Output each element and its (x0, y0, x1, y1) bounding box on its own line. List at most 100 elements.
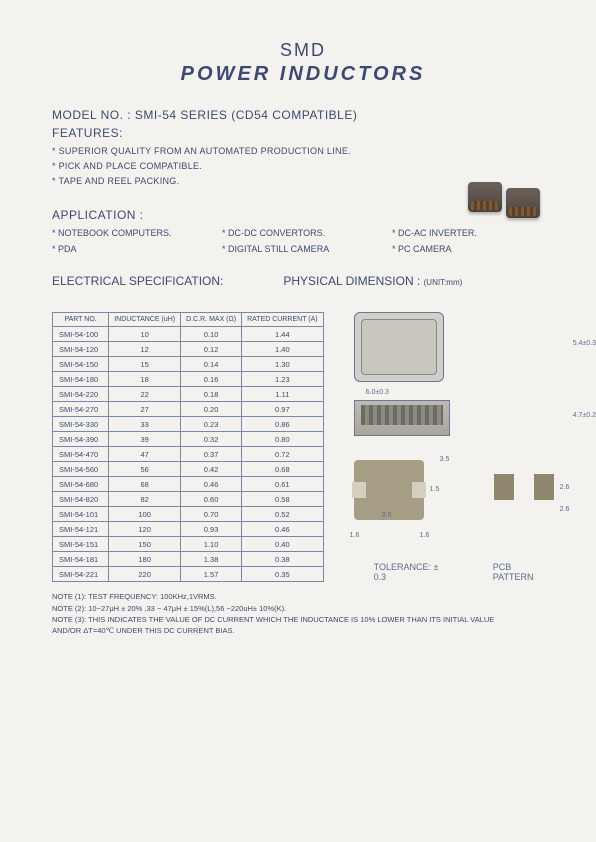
side-view-shape (354, 400, 450, 436)
table-cell: 10 (109, 327, 181, 342)
physical-dim-label: PHYSICAL DIMENSION : (UNIT:mm) (283, 274, 462, 288)
table-row: SMI-54-1011000.700.52 (53, 507, 324, 522)
table-cell: 0.42 (181, 462, 242, 477)
table-cell: 0.37 (181, 447, 242, 462)
table-cell: SMI-54-680 (53, 477, 109, 492)
table-cell: 1.40 (242, 342, 324, 357)
th-inductance: INDUCTANCE (uH) (109, 313, 181, 327)
note-line: NOTE (1): TEST FREQUENCY: 100KHz,1VRMS. (52, 592, 554, 602)
table-cell: 33 (109, 417, 181, 432)
table-cell: 0.32 (181, 432, 242, 447)
table-cell: 12 (109, 342, 181, 357)
dim-lead-l: 1.6 (350, 532, 360, 539)
spec-table: PART NO. INDUCTANCE (uH) D.C.R. MAX (Ω) … (52, 312, 324, 582)
table-cell: 0.60 (181, 492, 242, 507)
model-no-label: MODEL NO. : SMI-54 SERIES (CD54 COMPATIB… (52, 108, 554, 122)
table-cell: 0.40 (242, 537, 324, 552)
table-cell: 1.10 (181, 537, 242, 552)
dim-pad-l: 3.0 (382, 512, 392, 519)
table-row: SMI-54-270270.200.97 (53, 402, 324, 417)
table-row: SMI-54-2212201.570.35 (53, 567, 324, 582)
table-cell: 68 (109, 477, 181, 492)
table-cell: SMI-54-820 (53, 492, 109, 507)
th-current: RATED CURRENT (A) (242, 313, 324, 327)
footprint-body (354, 460, 424, 520)
table-cell: 0.72 (242, 447, 324, 462)
phys-dim-text: PHYSICAL DIMENSION : (283, 274, 420, 288)
dim-height: 5.4±0.3 (573, 340, 596, 347)
application-item: * DC-DC CONVERTORS. (222, 228, 392, 238)
table-cell: SMI-54-180 (53, 372, 109, 387)
table-row: SMI-54-120120.121.40 (53, 342, 324, 357)
table-row: SMI-54-390390.320.80 (53, 432, 324, 447)
top-view-diagram: 5.4±0.3 6.0±0.3 (344, 312, 554, 382)
table-cell: 180 (109, 552, 181, 567)
coil-pattern (361, 405, 443, 425)
table-cell: 0.20 (181, 402, 242, 417)
table-row: SMI-54-1511501.100.40 (53, 537, 324, 552)
table-cell: 0.68 (242, 462, 324, 477)
phys-dim-unit: (UNIT:mm) (424, 278, 463, 287)
table-cell: 100 (109, 507, 181, 522)
table-row: SMI-54-150150.141.30 (53, 357, 324, 372)
table-cell: SMI-54-330 (53, 417, 109, 432)
table-cell: SMI-54-101 (53, 507, 109, 522)
table-cell: SMI-54-181 (53, 552, 109, 567)
table-cell: SMI-54-470 (53, 447, 109, 462)
application-item: * DIGITAL STILL CAMERA (222, 244, 392, 254)
table-cell: 47 (109, 447, 181, 462)
table-cell: 0.12 (181, 342, 242, 357)
table-cell: 0.38 (242, 552, 324, 567)
footprint-diagram: 3.5 1.5 3.0 1.6 1.6 2.6 2.6 (344, 454, 554, 544)
table-cell: SMI-54-221 (53, 567, 109, 582)
tolerance-row: TOLERANCE: ± 0.3 PCB PATTERN (374, 562, 554, 582)
feature-item: * PICK AND PLACE COMPATIBLE. (52, 161, 554, 171)
table-cell: SMI-54-220 (53, 387, 109, 402)
table-cell: SMI-54-151 (53, 537, 109, 552)
page-title-line1: SMD (52, 40, 554, 61)
table-cell: 0.23 (181, 417, 242, 432)
dim-width: 6.0±0.3 (366, 389, 389, 396)
side-view-diagram: 4.7±0.2 (344, 400, 554, 436)
dim-thickness: 4.7±0.2 (573, 412, 596, 419)
table-cell: 1.57 (181, 567, 242, 582)
table-cell: 0.70 (181, 507, 242, 522)
table-cell: 18 (109, 372, 181, 387)
table-row: SMI-54-220220.181.11 (53, 387, 324, 402)
table-cell: 0.86 (242, 417, 324, 432)
application-item: * PC CAMERA (392, 244, 522, 254)
table-cell: SMI-54-270 (53, 402, 109, 417)
table-cell: 1.23 (242, 372, 324, 387)
table-cell: 27 (109, 402, 181, 417)
table-cell: 82 (109, 492, 181, 507)
spec-header-row: ELECTRICAL SPECIFICATION: PHYSICAL DIMEN… (52, 274, 554, 288)
pcb-pad (534, 474, 554, 500)
table-cell: 0.97 (242, 402, 324, 417)
table-cell: 0.46 (242, 522, 324, 537)
table-row: SMI-54-330330.230.86 (53, 417, 324, 432)
table-cell: 1.38 (181, 552, 242, 567)
electrical-spec-label: ELECTRICAL SPECIFICATION: (52, 274, 223, 288)
th-dcr: D.C.R. MAX (Ω) (181, 313, 242, 327)
notes-block: NOTE (1): TEST FREQUENCY: 100KHz,1VRMS. … (52, 592, 554, 636)
table-row: SMI-54-100100.101.44 (53, 327, 324, 342)
table-cell: 0.10 (181, 327, 242, 342)
table-cell: 1.44 (242, 327, 324, 342)
table-row: SMI-54-180180.161.23 (53, 372, 324, 387)
table-cell: 120 (109, 522, 181, 537)
application-item: * DC-AC INVERTER. (392, 228, 522, 238)
application-item: * PDA (52, 244, 222, 254)
table-cell: 220 (109, 567, 181, 582)
table-row: SMI-54-820820.600.58 (53, 492, 324, 507)
pcb-pattern-label: PCB PATTERN (493, 562, 554, 582)
product-photo (466, 178, 546, 224)
th-part: PART NO. (53, 313, 109, 327)
feature-item: * SUPERIOR QUALITY FROM AN AUTOMATED PRO… (52, 146, 554, 156)
table-cell: 56 (109, 462, 181, 477)
table-row: SMI-54-1811801.380.38 (53, 552, 324, 567)
table-header-row: PART NO. INDUCTANCE (uH) D.C.R. MAX (Ω) … (53, 313, 324, 327)
table-row: SMI-54-470470.370.72 (53, 447, 324, 462)
application-item: * NOTEBOOK COMPUTERS. (52, 228, 222, 238)
table-cell: 1.30 (242, 357, 324, 372)
inductor-icon (468, 182, 502, 212)
